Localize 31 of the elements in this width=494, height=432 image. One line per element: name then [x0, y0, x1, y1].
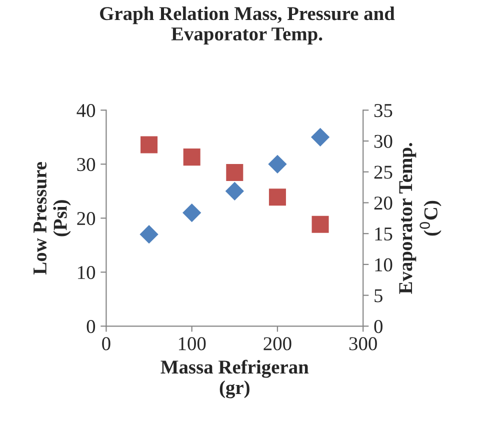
x-tick-label: 200: [264, 337, 292, 350]
y2-tick-label: 5: [374, 289, 382, 302]
y2-tick-label: 35: [374, 104, 392, 118]
y2-tick-label: 30: [374, 134, 392, 148]
y2-tick-label: 0: [374, 320, 382, 334]
point: [312, 216, 329, 233]
point: [226, 164, 244, 181]
x-tick-label: 300: [349, 337, 377, 350]
y-tick-label: 10: [78, 266, 96, 280]
point: [183, 148, 200, 166]
y-tick-label: 30: [77, 158, 96, 172]
point: [268, 188, 286, 206]
y-tick-label: 20: [77, 212, 96, 226]
y-tick-label: 40: [76, 104, 96, 118]
chart-title: Graph Relation Mass, Pressure and Evaporator Temp.: [100, 6, 395, 44]
point: [225, 182, 244, 200]
y2-axis-title: Evaporator Temp. ($^{0}$C): [399, 143, 442, 294]
y2-tick-label: 15: [375, 228, 392, 241]
point: [310, 128, 330, 146]
point: [140, 225, 158, 244]
y2-tick-label: 20: [374, 196, 392, 210]
x-tick-label: 100: [178, 337, 206, 350]
point: [182, 203, 202, 222]
y-tick-label: 0: [86, 320, 96, 334]
point: [268, 154, 287, 174]
x-axis-title: Massa Refrigeran (gr): [160, 360, 309, 398]
x-tick-label: 0: [102, 337, 110, 350]
y2-tick-label: 25: [374, 166, 392, 179]
y-axis-title: Low Pressure (Psi): [34, 162, 71, 274]
point: [140, 136, 158, 154]
y2-tick-label: 10: [375, 258, 392, 272]
